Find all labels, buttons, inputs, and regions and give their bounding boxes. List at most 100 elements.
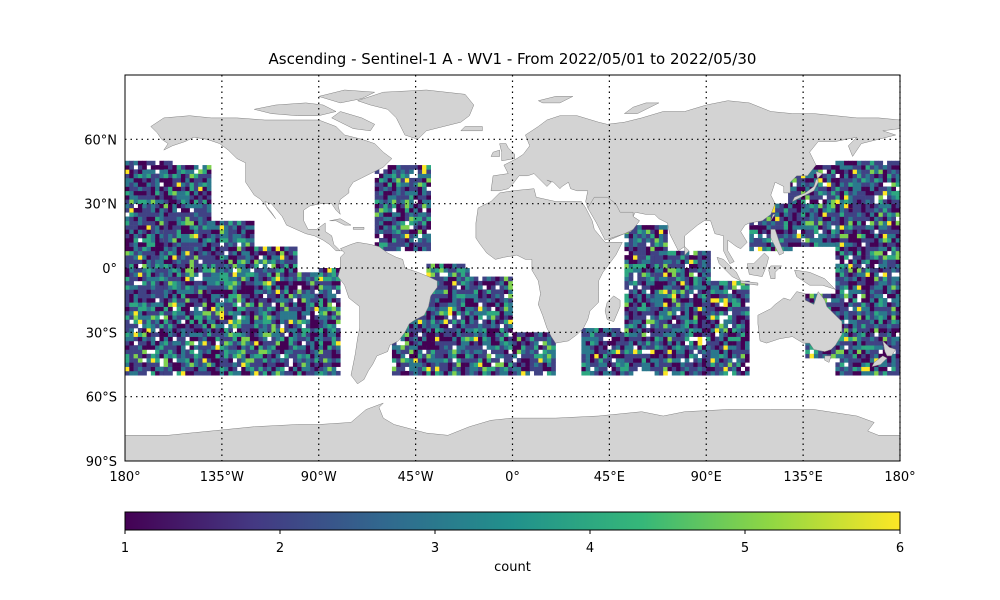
data-cell — [766, 242, 772, 247]
data-cell — [486, 280, 492, 286]
data-cell — [245, 220, 251, 226]
data-cell — [159, 165, 165, 170]
data-cell — [882, 366, 888, 372]
data-cell — [658, 229, 664, 234]
data-cell — [202, 186, 208, 192]
data-cell — [163, 285, 169, 290]
data-cell — [215, 336, 221, 342]
data-cell — [848, 173, 853, 179]
data-cell — [878, 319, 884, 325]
data-cell — [628, 268, 634, 273]
data-cell — [280, 315, 285, 320]
data-cell — [172, 315, 177, 320]
data-cell — [254, 358, 259, 363]
data-cell — [335, 336, 341, 342]
data-cell — [137, 345, 143, 350]
data-cell — [137, 225, 143, 230]
data-cell — [633, 263, 638, 269]
data-cell — [779, 212, 785, 217]
data-cell — [805, 225, 810, 230]
data-cell — [852, 340, 858, 346]
data-cell — [331, 323, 337, 329]
data-cell — [241, 319, 246, 325]
data-cell — [297, 370, 302, 376]
data-cell — [417, 349, 423, 355]
data-cell — [620, 345, 625, 350]
data-cell — [624, 302, 630, 307]
data-cell — [409, 169, 414, 174]
data-cell — [335, 268, 341, 273]
data-cell — [676, 366, 681, 372]
data-cell — [671, 302, 677, 307]
data-cell — [292, 340, 298, 346]
data-cell — [693, 323, 698, 329]
data-cell — [314, 362, 320, 367]
data-cell — [396, 362, 401, 367]
data-cell — [254, 259, 259, 265]
data-cell — [745, 349, 750, 355]
data-cell — [400, 169, 406, 174]
data-cell — [654, 315, 660, 320]
data-cell — [163, 182, 169, 187]
data-cell — [706, 302, 711, 307]
data-cell — [809, 220, 815, 226]
data-cell — [198, 233, 203, 239]
data-cell — [478, 332, 483, 337]
data-cell — [650, 315, 655, 320]
data-cell — [155, 195, 160, 200]
data-cell — [241, 310, 246, 316]
data-cell — [848, 332, 853, 337]
data-cell — [331, 319, 337, 325]
data-cell — [469, 366, 475, 372]
data-cell — [146, 233, 152, 239]
data-cell — [654, 229, 660, 234]
data-cell — [835, 186, 841, 192]
data-cell — [125, 182, 130, 187]
data-cell — [150, 216, 156, 222]
data-cell — [267, 293, 272, 299]
data-cell — [654, 268, 660, 273]
data-cell — [228, 268, 233, 273]
data-cell — [396, 199, 401, 204]
data-cell — [383, 216, 388, 222]
data-cell — [839, 310, 845, 316]
data-cell — [193, 216, 199, 222]
data-cell — [297, 362, 302, 367]
data-cell — [499, 362, 505, 367]
data-cell — [249, 285, 255, 290]
data-cell — [443, 306, 449, 312]
data-cell — [292, 349, 298, 355]
data-cell — [508, 336, 513, 342]
data-cell — [396, 216, 401, 222]
data-cell — [202, 165, 208, 170]
data-cell — [236, 220, 242, 226]
data-cell — [430, 310, 436, 316]
data-cell — [667, 349, 673, 355]
data-cell — [176, 358, 182, 363]
data-cell — [521, 349, 526, 355]
data-cell — [129, 285, 134, 290]
data-cell — [404, 349, 410, 355]
data-cell — [633, 229, 638, 234]
data-cell — [241, 336, 246, 342]
data-cell — [663, 233, 668, 239]
data-cell — [878, 169, 884, 174]
data-cell — [869, 310, 875, 316]
data-cell — [745, 345, 750, 350]
data-cell — [447, 336, 453, 342]
data-cell — [228, 246, 233, 252]
data-cell — [327, 276, 332, 282]
data-cell — [878, 220, 884, 226]
data-cell — [641, 250, 647, 256]
data-cell — [422, 246, 427, 252]
data-cell — [852, 315, 858, 320]
data-cell — [331, 328, 337, 333]
data-cell — [495, 315, 500, 320]
data-cell — [133, 259, 139, 265]
data-cell — [280, 255, 285, 260]
data-cell — [280, 276, 285, 282]
data-cell — [452, 319, 457, 325]
data-cell — [637, 272, 642, 277]
data-cell — [267, 289, 272, 295]
data-cell — [142, 340, 147, 346]
